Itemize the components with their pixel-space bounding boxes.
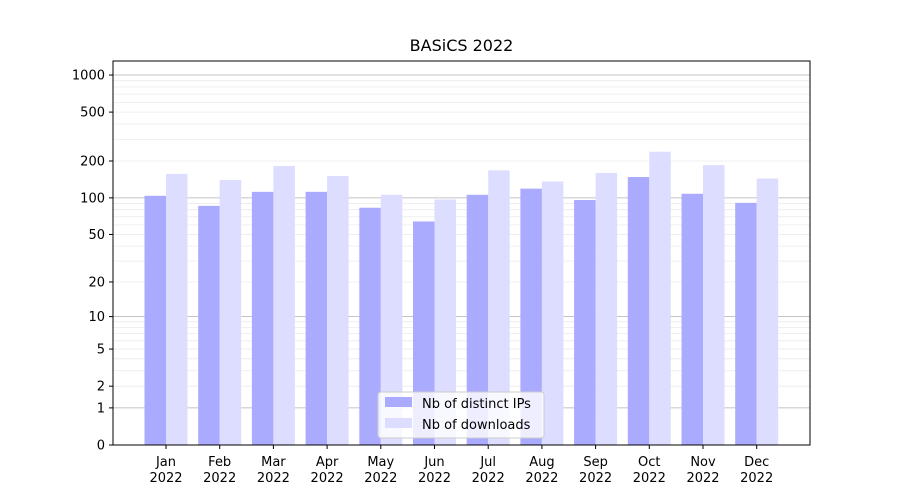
bar-ips (413, 221, 435, 445)
bar-downloads (434, 199, 456, 445)
legend: Nb of distinct IPs Nb of downloads (377, 391, 545, 439)
y-tick-label: 10 (88, 310, 105, 325)
bar-ips (681, 193, 703, 445)
bar-downloads (380, 194, 403, 445)
y-tick-label: 200 (80, 155, 105, 170)
y-tick-label: 20 (88, 275, 105, 290)
bar-ips (251, 191, 274, 445)
bar-ips (520, 188, 542, 445)
x-tick-label-year: 2022 (525, 471, 558, 486)
y-axis: 0 1 2 5 10 20 50 100 200 500 1000 (72, 69, 113, 454)
x-tick-label-year: 2022 (149, 471, 182, 486)
x-tick-label-year: 2022 (418, 471, 451, 486)
x-tick-label-month: Mar (261, 455, 286, 470)
bar-ips (144, 195, 166, 445)
bar-downloads (488, 170, 510, 446)
x-tick-label-year: 2022 (472, 471, 505, 486)
bar-downloads (595, 172, 618, 446)
y-tick-label: 0 (97, 439, 105, 454)
bar-downloads (166, 173, 188, 445)
x-tick-label-month: Aug (529, 455, 554, 470)
bar-downloads (273, 166, 295, 445)
bars-group (144, 151, 779, 446)
bar-ips (627, 177, 650, 445)
y-tick-label: 100 (80, 191, 105, 206)
x-tick-label-year: 2022 (257, 471, 290, 486)
x-tick-label-month: Apr (316, 455, 339, 470)
legend-swatch (385, 418, 412, 428)
x-tick-label-month: Jun (423, 455, 444, 470)
bar-ips (359, 207, 381, 445)
bar-ips (466, 194, 489, 445)
x-tick-label-month: Sep (583, 455, 608, 470)
x-tick-label-year: 2022 (364, 471, 397, 486)
x-tick-label-year: 2022 (686, 471, 719, 486)
bar-ips (305, 191, 328, 445)
y-tick-label: 50 (88, 228, 105, 243)
x-tick-label-month: Nov (690, 455, 716, 470)
x-tick-label-year: 2022 (311, 471, 344, 486)
bar-ips (574, 200, 596, 445)
x-tick-label-year: 2022 (633, 471, 666, 486)
bar-downloads (327, 175, 349, 445)
x-tick-label-year: 2022 (203, 471, 236, 486)
x-tick-label-month: May (367, 455, 394, 470)
legend-label: Nb of downloads (422, 418, 531, 433)
x-axis: Jan2022Feb2022Mar2022Apr2022May2022Jun20… (149, 445, 773, 486)
bar-ips (735, 202, 757, 445)
chart-title: BASiCS 2022 (410, 36, 514, 55)
x-tick-label-month: Jan (155, 455, 176, 470)
y-tick-label: 2 (97, 380, 105, 395)
legend-label: Nb of distinct IPs (422, 397, 531, 412)
bar-downloads (703, 165, 725, 445)
x-tick-label-year: 2022 (740, 471, 773, 486)
plot-frame (112, 60, 811, 446)
bar-ips (198, 205, 220, 445)
bar-downloads (219, 179, 242, 445)
bar-downloads (756, 178, 779, 446)
x-tick-label-year: 2022 (579, 471, 612, 486)
x-tick-label-month: Oct (638, 455, 660, 470)
x-tick-label-month: Dec (744, 455, 769, 470)
bar-downloads (649, 151, 671, 445)
x-tick-label-month: Feb (208, 455, 231, 470)
y-tick-label: 5 (97, 343, 105, 358)
y-tick-label: 1 (97, 401, 105, 416)
legend-swatch (385, 397, 412, 407)
bar-downloads (541, 181, 564, 445)
legend-box (377, 391, 545, 439)
y-tick-label: 1000 (72, 69, 105, 84)
y-tick-label: 500 (80, 106, 105, 121)
x-tick-label-month: Jul (479, 455, 496, 470)
